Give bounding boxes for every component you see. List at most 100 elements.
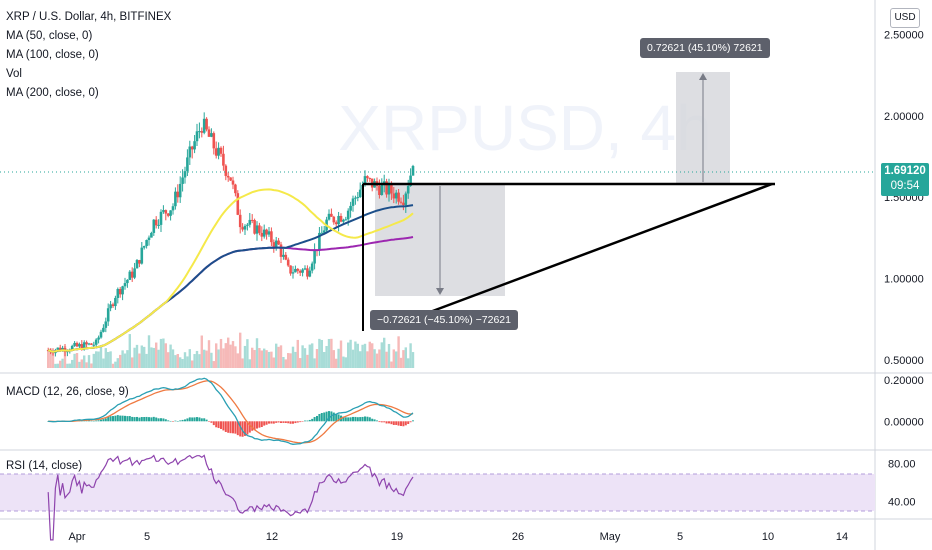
candle-body [114,297,117,307]
candle-body [121,286,124,295]
candle-body [171,206,175,211]
macd-histogram-bar [256,421,258,429]
candle-body [289,265,292,274]
macd-histogram-bar [133,417,136,422]
macd-histogram-bar [268,421,270,424]
macd-histogram-bar [210,421,213,423]
volume-bar [150,347,153,368]
volume-bar [116,358,119,368]
candle-body [205,118,208,130]
volume-bar [99,346,103,368]
volume-bar [200,335,203,368]
volume-bar [155,342,158,368]
volume-bar [186,356,189,368]
volume-bar [392,349,395,368]
macd-histogram-bar [188,417,191,422]
macd-histogram-bar [126,416,129,422]
volume-bar [47,350,50,368]
macd-histogram-bar [280,421,282,423]
candle-body [368,178,372,180]
volume-bar [219,338,223,368]
volume-bar [169,344,172,368]
volume-bar [207,340,211,368]
macd-histogram-bar [342,416,345,422]
candle-body [102,327,105,332]
candle-body [356,197,360,199]
macd-histogram-bar [109,416,112,422]
candle-body [236,193,240,215]
volume-bar [399,357,403,368]
candle-body [159,211,163,225]
currency-button[interactable]: USD [890,8,920,28]
measure-down-label[interactable]: −0.72621 (−45.10%) −72621 [370,310,518,330]
volume-bar [75,353,79,368]
volume-bar [356,343,359,368]
macd-histogram-bar [263,421,266,426]
volume-bar [373,349,376,368]
candle-body [255,225,259,234]
volume-bar [308,344,311,368]
volume-bar [287,353,290,368]
macd-histogram-bar [116,415,119,422]
volume-bar [179,357,182,368]
candle-body [186,157,189,172]
volume-bar [49,348,52,368]
macd-histogram-bar [160,418,162,422]
volume-bar [135,344,139,368]
time-tick-label: 19 [391,531,403,543]
volume-bar [349,339,352,368]
volume-bar [167,352,170,368]
candle-body [394,192,398,199]
macd-histogram-bar [102,419,105,422]
volume-bar [188,349,191,368]
macd-histogram-bar [229,421,232,434]
candle-body [58,347,62,352]
candle-body [142,246,146,248]
volume-bar [176,354,179,368]
support-trendline[interactable] [429,182,773,314]
candle-body [344,219,348,221]
candle-body [133,268,136,278]
candle-body [243,225,247,230]
macd-histogram-bar [366,416,369,422]
candle-body [294,268,297,273]
volume-bar [107,352,110,368]
volume-bar [95,351,98,368]
candle-body [342,219,345,222]
volume-bar [327,338,331,368]
volume-bar [193,354,196,368]
candle-body [188,146,192,158]
candle-body [308,270,312,277]
macd-histogram-bar [157,418,160,422]
candle-body [166,213,170,216]
candle-body [320,232,324,234]
macd-histogram-bar [361,416,364,422]
volume-bar [236,353,239,368]
macd-histogram-bar [392,421,395,425]
macd-histogram-bar [244,421,246,436]
candle-body [210,133,213,137]
macd-histogram-bar [186,418,189,422]
macd-histogram-bar [400,421,402,426]
volume-bar [378,349,381,368]
volume-bar [313,358,316,368]
candle-body [253,220,256,234]
volume-bar [85,362,88,368]
volume-bar [222,348,225,368]
candle-body [82,342,86,350]
candle-body [234,184,237,194]
volume-bar [301,345,304,368]
volume-bar [164,343,167,368]
price-tick-label: 1.00000 [884,274,924,286]
volume-bar [138,353,141,368]
macd-histogram-bar [119,415,122,422]
volume-bar [409,343,412,368]
time-tick-label: 26 [512,531,524,543]
volume-bar [147,335,151,368]
measure-up-label[interactable]: 0.72621 (45.10%) 72621 [640,38,770,58]
macd-histogram-bar [150,417,153,422]
macd-histogram-bar [397,421,400,426]
macd-histogram-bar [407,421,410,424]
macd-histogram-bar [200,418,203,422]
